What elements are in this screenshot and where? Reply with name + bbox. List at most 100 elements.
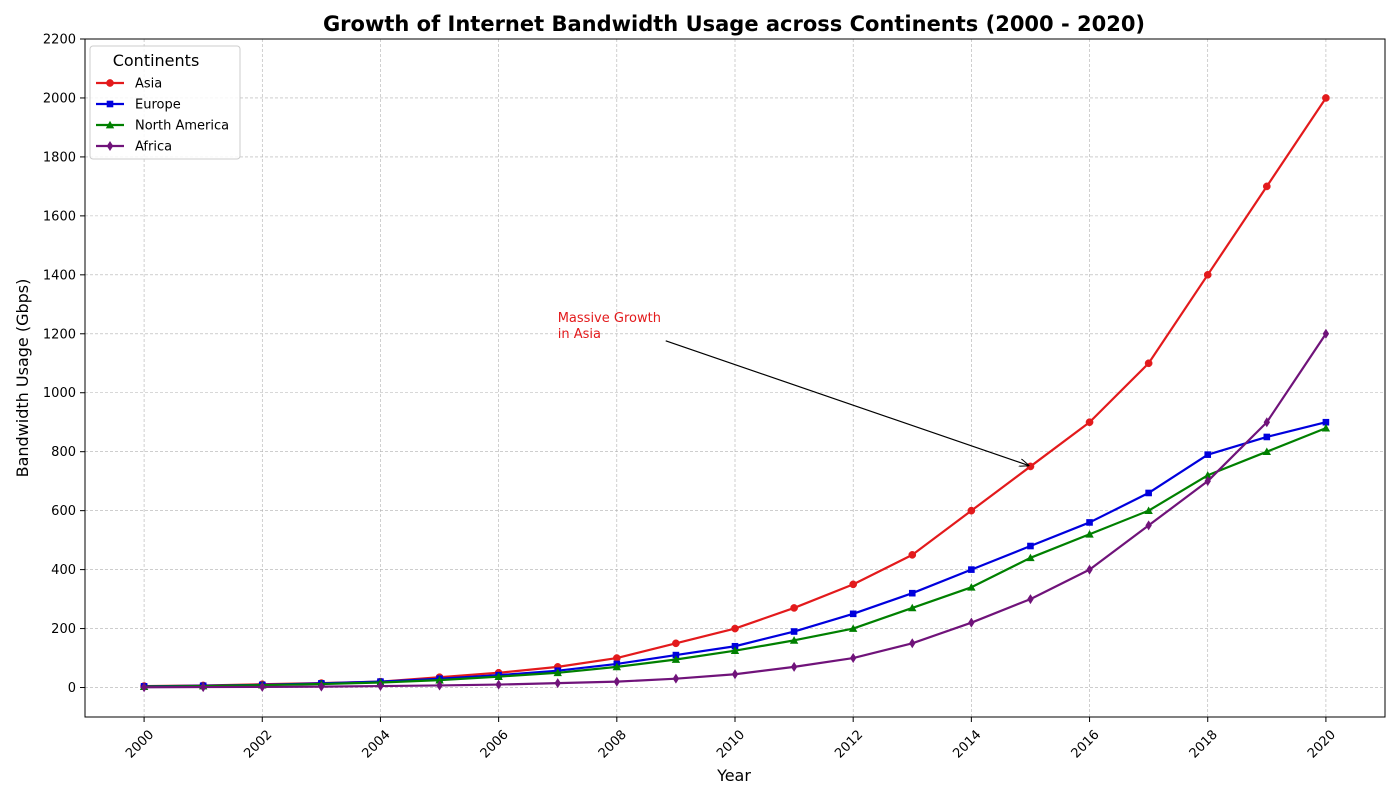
data-point-north-america <box>1144 506 1153 515</box>
data-point-asia <box>672 639 680 648</box>
series-north-america <box>139 423 1331 690</box>
data-point-africa <box>199 682 207 693</box>
grid-lines <box>85 38 1385 717</box>
y-tick-label: 400 <box>51 563 76 578</box>
data-point-north-america <box>789 636 799 644</box>
annotation-line: in Asia <box>558 327 601 342</box>
data-point-asia <box>1262 182 1271 191</box>
annotation-line: Massive Growth <box>558 311 661 326</box>
y-tick-label: 2000 <box>43 91 76 106</box>
y-tick-label: 200 <box>51 622 76 637</box>
data-point-africa <box>1204 476 1211 487</box>
y-tick-label: 1000 <box>43 386 76 401</box>
data-point-asia <box>731 624 739 633</box>
x-axis-label: Year <box>716 766 751 785</box>
x-tick-label: 2014 <box>950 727 984 761</box>
x-tick-label: 2000 <box>123 727 157 761</box>
data-point-africa <box>790 661 798 672</box>
data-point-africa <box>259 681 266 692</box>
data-point-europe <box>1263 433 1271 441</box>
data-point-europe <box>1204 451 1212 458</box>
data-point-north-america <box>1085 530 1094 538</box>
legend-label: Asia <box>135 77 162 92</box>
legend-label: Europe <box>135 98 181 113</box>
data-point-africa <box>731 669 739 680</box>
axes: 2000 2002 2004 2006 2008 2010 2012 2014 2016 2018… <box>43 33 1386 761</box>
data-point-europe <box>731 642 739 650</box>
legend-marker <box>106 100 114 108</box>
data-point-asia <box>1026 462 1035 471</box>
data-point-asia <box>908 551 917 559</box>
data-point-asia <box>967 506 976 515</box>
data-point-europe <box>849 610 857 618</box>
x-tick-label: 2012 <box>832 727 866 761</box>
data-point-africa <box>613 676 621 687</box>
data-point-africa <box>554 678 561 689</box>
x-tick-label: 2002 <box>241 727 275 761</box>
legend-item-europe: Europe <box>96 98 181 113</box>
y-tick-label: 1800 <box>43 150 76 165</box>
data-point-north-america <box>435 675 444 684</box>
data-point-africa <box>140 682 148 693</box>
legend: Continents Asia Europe North America Africa <box>89 45 241 160</box>
data-point-africa <box>1145 520 1152 531</box>
data-point-africa <box>849 653 857 664</box>
legend-label: North America <box>135 119 229 134</box>
legend-title: Continents <box>113 51 200 70</box>
data-point-asia <box>1085 418 1094 427</box>
y-tick-label: 1400 <box>43 268 76 283</box>
data-point-africa <box>436 680 443 691</box>
data-point-europe <box>790 628 798 635</box>
data-point-north-america <box>553 668 562 677</box>
annotation: Massive Growth in Asia <box>558 311 1029 466</box>
legend-item-north-america: North America <box>96 119 229 134</box>
legend-label: Africa <box>135 140 172 155</box>
legend-item-africa: Africa <box>96 140 172 155</box>
data-point-africa <box>318 681 325 692</box>
y-tick-label: 0 <box>68 681 76 696</box>
data-point-asia <box>1203 270 1212 279</box>
data-point-africa <box>909 638 916 649</box>
y-tick-label: 2200 <box>43 33 76 48</box>
data-point-africa <box>1263 417 1271 428</box>
x-tick-label: 2020 <box>1305 727 1339 761</box>
data-point-europe <box>1027 542 1034 550</box>
legend-box <box>89 45 241 160</box>
x-tick-label: 2004 <box>359 727 393 761</box>
data-point-africa <box>672 673 680 684</box>
data-point-north-america <box>1026 553 1035 562</box>
annotation-text: Massive Growth in Asia <box>558 311 661 342</box>
data-point-north-america <box>1321 423 1331 432</box>
data-point-africa <box>1086 564 1093 575</box>
x-tick-label: 2006 <box>478 727 512 761</box>
legend-marker <box>106 79 114 87</box>
data-point-europe <box>908 589 916 597</box>
legend-item-asia: Asia <box>96 77 162 92</box>
data-point-africa <box>1027 594 1034 605</box>
data-point-africa <box>1322 328 1330 339</box>
data-point-north-america <box>494 672 503 680</box>
x-tick-label: 2016 <box>1069 727 1103 761</box>
data-point-asia <box>849 580 858 589</box>
y-axis-label: Bandwidth Usage (Gbps) <box>13 279 32 478</box>
chart-title: Growth of Internet Bandwidth Usage acros… <box>323 12 1145 36</box>
data-point-asia <box>1322 94 1330 102</box>
data-point-europe <box>968 566 975 573</box>
data-point-north-america <box>1203 471 1212 479</box>
data-point-asia <box>790 604 798 612</box>
annotation-arrow <box>665 340 1029 466</box>
data-point-north-america <box>848 624 858 632</box>
y-tick-label: 800 <box>51 445 76 460</box>
series-africa <box>140 328 1330 693</box>
data-point-north-america <box>967 583 976 591</box>
data-point-north-america <box>671 655 681 663</box>
data-point-asia <box>612 654 621 662</box>
data-point-europe <box>672 651 680 659</box>
x-tick-label: 2008 <box>596 727 630 761</box>
data-point-north-america <box>908 603 917 612</box>
legend-marker <box>105 120 115 129</box>
legend-marker <box>106 141 114 151</box>
data-point-africa <box>968 617 975 628</box>
